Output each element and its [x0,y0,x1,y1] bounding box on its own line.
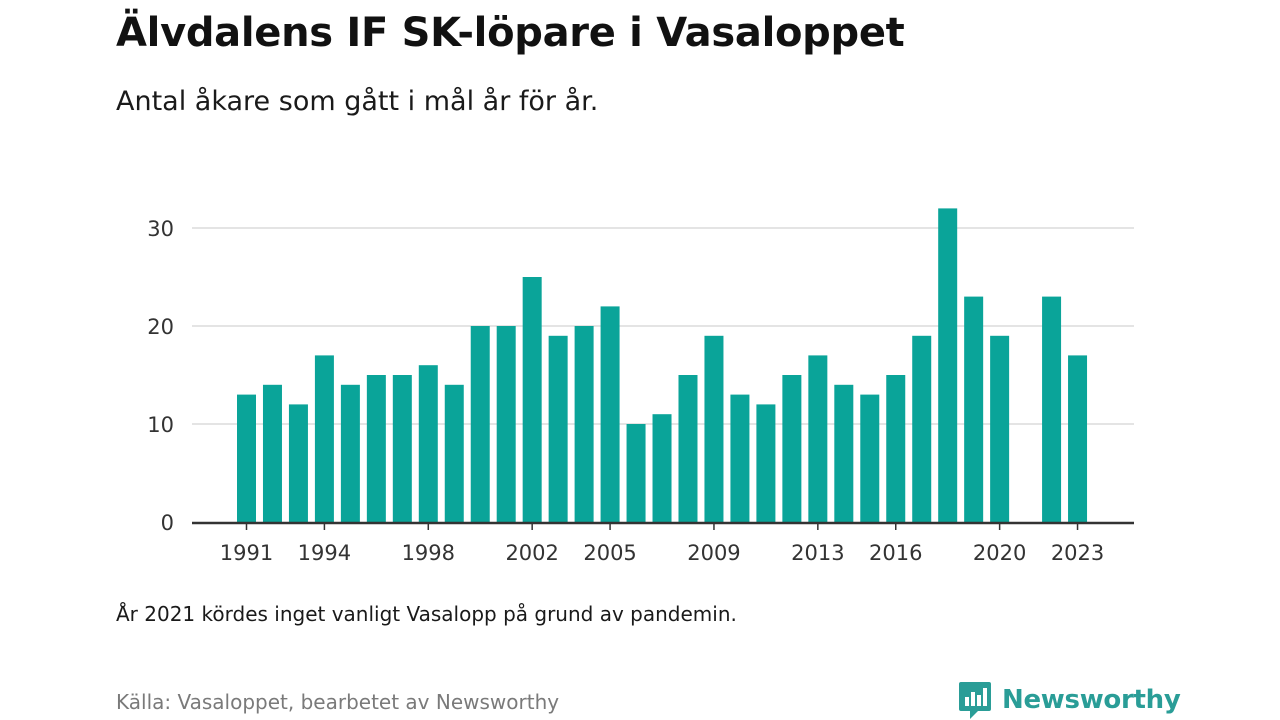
bar-2019 [964,296,984,522]
bar-2002 [522,277,542,522]
bar-1992 [262,384,282,522]
bar-1997 [392,375,412,522]
bar-2022 [1042,296,1062,522]
newsworthy-logo-icon [959,682,991,719]
bar-1995 [340,384,360,522]
bar-2001 [496,326,516,522]
bar-2013 [808,355,828,522]
bar-2012 [782,375,802,522]
y-tick-label: 30 [147,217,174,241]
chart-note: År 2021 kördes inget vanligt Vasalopp på… [116,602,737,626]
bar-1998 [418,365,438,522]
x-tick-label: 2020 [973,541,1026,565]
bars [237,208,1088,522]
bar-2008 [678,375,698,522]
bar-2004 [574,326,594,522]
bar-2020 [990,335,1010,522]
bar-2009 [704,335,724,522]
bar-2007 [652,414,672,522]
x-tick-label: 1991 [220,541,273,565]
y-tick-label: 0 [161,511,174,535]
bar-2023 [1068,355,1088,522]
y-tick-label: 20 [147,315,174,339]
y-tick-labels: 0 10 20 30 [147,217,174,535]
x-tick-labels: 1991 1994 1998 2002 2005 2009 2013 2016 2020 2023 [220,541,1104,565]
y-tick-label: 10 [147,413,174,437]
x-tick-label: 2013 [791,541,844,565]
bar-2018 [938,208,958,522]
bar-1994 [314,355,334,522]
bar-1991 [237,394,256,522]
bar-2005 [600,306,620,522]
x-axis [192,521,1134,530]
bar-2003 [548,335,568,522]
bar-1996 [366,375,386,522]
bar-2011 [756,404,776,522]
bar-1999 [444,384,464,522]
bar-2015 [860,394,880,522]
bar-1993 [288,404,308,522]
x-tick-label: 2023 [1051,541,1104,565]
bar-2006 [626,424,646,522]
x-tick-label: 2005 [583,541,636,565]
x-tick-label: 2009 [687,541,740,565]
source-text: Källa: Vasaloppet, bearbetet av Newswort… [116,690,560,714]
x-tick-label: 2016 [869,541,922,565]
x-tick-label: 1998 [402,541,455,565]
bar-2010 [730,394,750,522]
bar-2014 [834,384,854,522]
bar-2017 [912,335,932,522]
bar-2016 [886,375,906,522]
chart-subtitle: Antal åkare som gått i mål år för år. [116,86,599,117]
logo-text: Newsworthy [1002,685,1181,715]
bar-2000 [470,326,490,522]
newsworthy-logo: Newsworthy [958,680,1181,720]
chart-title: Älvdalens IF SK-löpare i Vasaloppet [116,10,905,56]
x-tick-label: 1994 [298,541,351,565]
x-tick-label: 2002 [505,541,558,565]
